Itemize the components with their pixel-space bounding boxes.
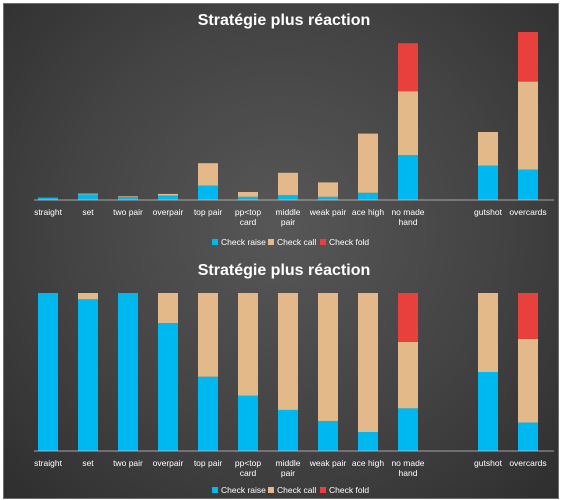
bar-check-raise (198, 185, 218, 200)
bar-check-raise (358, 192, 378, 200)
legend-swatch-check-call (268, 239, 274, 245)
legend-swatch-check-fold (320, 487, 326, 493)
bar-check-raise (78, 194, 98, 200)
legend-swatch-check-raise (212, 487, 218, 493)
bar-check-call (478, 293, 498, 372)
bar-check-fold (518, 32, 538, 82)
chart-2-x-tick-labels: straight set two pair overpair top pair pp<to… (34, 458, 547, 478)
x-tick-label: straight (34, 207, 63, 217)
charts-canvas: Stratégie plus réaction straight set two p… (34, 12, 554, 495)
bar-check-call (238, 293, 258, 396)
x-tick-label: gutshot (474, 207, 503, 217)
x-tick-label: no made hand (391, 458, 424, 478)
x-tick-label: middle pair (275, 207, 300, 227)
bar-check-raise (278, 409, 298, 451)
bar-check-raise (38, 197, 58, 200)
legend-swatch-check-raise (212, 239, 218, 245)
bar-check-raise (198, 376, 218, 451)
bar-check-fold (398, 43, 418, 92)
bar-check-fold (518, 293, 538, 339)
bar-check-call (78, 193, 98, 195)
legend-label-check-fold: Check fold (329, 485, 369, 495)
chart-1: Stratégie plus réaction straight set two p… (34, 12, 554, 247)
legend-swatch-check-call (268, 487, 274, 493)
bar-check-raise (238, 395, 258, 451)
x-tick-label: pp<top card (235, 207, 262, 227)
bar-check-raise (278, 195, 298, 200)
x-tick-label: pp<top card (235, 458, 262, 478)
bar-check-call (158, 193, 178, 196)
chart-1-x-tick-labels: straight set two pair overpair top pair pp<to… (34, 207, 547, 227)
legend-label-check-call: Check call (277, 237, 316, 247)
legend-label-check-raise: Check raise (221, 485, 266, 495)
bar-check-call (358, 133, 378, 193)
bar-check-raise (238, 196, 258, 200)
bar-check-raise (398, 155, 418, 200)
bar-check-raise (358, 432, 378, 451)
bar-check-call (118, 196, 138, 198)
bar-check-raise (518, 422, 538, 451)
chart-1-legend: Check raise Check call Check fold (212, 237, 369, 247)
bar-check-call (478, 132, 498, 166)
bar-check-raise (118, 293, 138, 451)
x-tick-label: overcards (509, 458, 546, 468)
x-tick-label: straight (34, 458, 63, 468)
x-tick-label: ace high (352, 458, 384, 468)
bar-check-call (358, 293, 378, 433)
x-tick-label: weak pair (309, 207, 347, 217)
legend-label-check-raise: Check raise (221, 237, 266, 247)
bar-check-call (278, 172, 298, 196)
x-tick-label: top pair (194, 207, 223, 217)
bar-check-call (518, 81, 538, 170)
bar-check-call (198, 163, 218, 186)
bar-check-raise (478, 165, 498, 200)
bar-check-call (158, 293, 178, 324)
bar-check-call (78, 293, 98, 300)
x-tick-label: set (82, 458, 94, 468)
bar-check-call (398, 91, 418, 156)
bar-check-raise (478, 372, 498, 451)
chart-frame: Stratégie plus réaction straight set two p… (3, 3, 559, 499)
bar-check-raise (158, 195, 178, 200)
bar-check-raise (398, 408, 418, 451)
x-tick-label: no made hand (391, 207, 424, 227)
bar-check-fold (398, 293, 418, 342)
chart-2-title: Stratégie plus réaction (198, 262, 371, 279)
bar-check-call (198, 293, 218, 377)
chart-2: Stratégie plus réaction straight set two p… (34, 262, 554, 495)
bar-check-raise (518, 169, 538, 200)
bar-check-raise (78, 299, 98, 451)
x-tick-label: weak pair (309, 458, 347, 468)
bar-check-call (398, 341, 418, 409)
x-tick-label: overpair (153, 458, 184, 468)
chart-2-bars (38, 293, 538, 451)
legend-swatch-check-fold (320, 239, 326, 245)
x-tick-label: middle pair (275, 458, 300, 478)
x-tick-label: two pair (113, 207, 143, 217)
bar-check-call (238, 192, 258, 197)
legend-label-check-call: Check call (277, 485, 316, 495)
chart-1-title: Stratégie plus réaction (198, 12, 371, 29)
x-tick-label: set (82, 207, 94, 217)
bar-check-call (318, 182, 338, 197)
bar-check-call (278, 293, 298, 410)
legend-label-check-fold: Check fold (329, 237, 369, 247)
chart-2-legend: Check raise Check call Check fold (212, 485, 369, 495)
x-tick-label: ace high (352, 207, 384, 217)
chart-1-bars (38, 32, 538, 200)
x-tick-label: gutshot (474, 458, 503, 468)
bar-check-raise (38, 293, 58, 451)
bar-check-call (518, 338, 538, 423)
bar-check-call (318, 293, 338, 421)
x-tick-label: overcards (509, 207, 546, 217)
x-tick-label: top pair (194, 458, 223, 468)
bar-check-raise (118, 197, 138, 200)
bar-check-raise (318, 420, 338, 451)
bar-check-raise (318, 196, 338, 200)
x-tick-label: overpair (153, 207, 184, 217)
x-tick-label: two pair (113, 458, 143, 468)
bar-check-raise (158, 323, 178, 451)
